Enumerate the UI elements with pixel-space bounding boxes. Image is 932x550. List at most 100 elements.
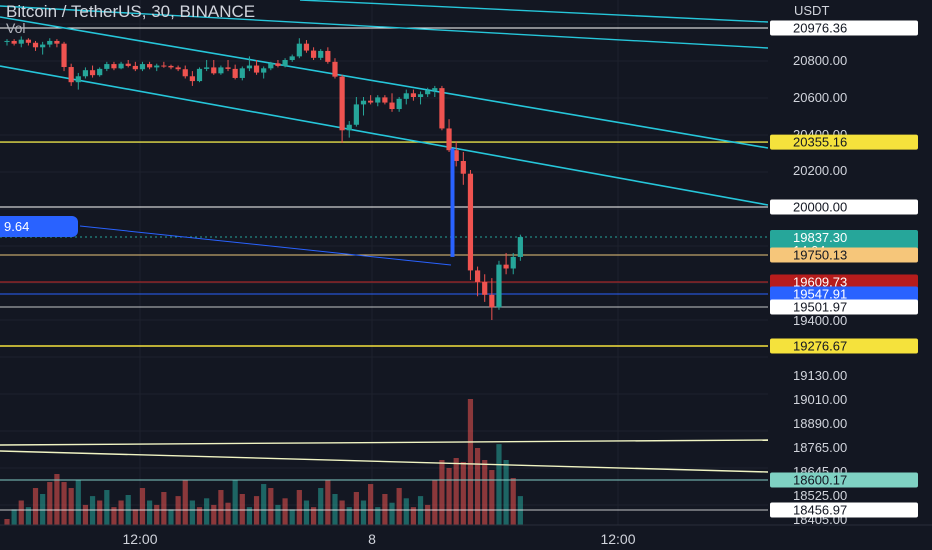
price-tick-label: 19130.00 (793, 368, 847, 383)
volume-bar (339, 500, 345, 525)
candle-body (496, 264, 502, 308)
trend-line (79, 225, 452, 266)
price-label-badge: 18600.17 (770, 472, 918, 488)
volume-bar (168, 509, 174, 525)
candle (246, 56, 253, 72)
candle (389, 93, 395, 112)
candle (111, 61, 117, 71)
volume-bar (368, 484, 374, 525)
price-label-badge: 19609.73 (770, 274, 918, 290)
candle-body (218, 67, 224, 74)
candle (68, 63, 74, 86)
candle (261, 66, 267, 79)
price-label-badges: 20976.3620355.1620000.0019837.3014:04197… (770, 20, 918, 518)
volume-bar (318, 488, 324, 525)
price-label-value: 20000.00 (793, 200, 847, 215)
volume-bar (161, 492, 167, 525)
volume-bar (410, 507, 417, 525)
price-label-value: 19750.13 (793, 248, 847, 263)
candle (161, 61, 167, 68)
candle (47, 38, 53, 48)
volume-bar (253, 496, 260, 525)
candle-body (410, 93, 417, 97)
candle-body (18, 39, 24, 44)
volume-bar (496, 444, 502, 525)
volume-bar (132, 509, 138, 525)
candle-body (310, 50, 317, 58)
volume-bar (282, 498, 288, 525)
candle-body (125, 63, 131, 66)
candle-body (132, 65, 138, 70)
trend-lines (0, 0, 769, 473)
chart-header: Bitcoin / TetherUS, 30, BINANCE Vol (6, 2, 255, 36)
candle (54, 39, 60, 48)
time-tick-label: 12:00 (600, 531, 635, 547)
candle-body (403, 93, 409, 99)
candle (510, 252, 516, 275)
volume-bar (75, 480, 81, 525)
volume-bar (104, 490, 110, 525)
candle (417, 91, 424, 105)
candle-body (196, 68, 203, 82)
price-label-value: 18456.97 (793, 503, 847, 518)
volume-bar (482, 460, 488, 525)
candle-body (182, 69, 188, 77)
candle-body (360, 100, 367, 105)
price-unit-label: USDT (794, 3, 830, 18)
volume-bar (18, 500, 24, 525)
candle-body (353, 104, 359, 125)
candle (61, 41, 67, 72)
price-label-bg (770, 199, 918, 215)
candle-body (147, 64, 153, 68)
candle-body (139, 64, 146, 70)
left-price-badge: 9.64 (0, 216, 78, 237)
candle-body (47, 40, 53, 45)
candle-body (474, 270, 481, 282)
candle (467, 170, 474, 281)
trend-line (0, 5, 769, 49)
candle-body (232, 68, 238, 78)
price-label-badge: 20976.36 (770, 20, 918, 36)
price-label-value: 18600.17 (793, 473, 847, 488)
candle-body (489, 294, 495, 308)
candle (503, 252, 509, 275)
candle (303, 40, 310, 53)
candle (125, 60, 131, 68)
volume-bar (239, 494, 245, 525)
candle (253, 60, 260, 75)
candle-body (368, 100, 374, 103)
volume-bar (82, 504, 89, 525)
volume-bar (261, 484, 267, 525)
candle (4, 39, 10, 46)
candle (474, 266, 481, 297)
candle-body (510, 256, 516, 269)
volume-bar (432, 480, 438, 525)
volume-bar (503, 460, 509, 525)
candle-body (25, 39, 31, 43)
price-label-badge: 19750.13 (770, 247, 918, 263)
volume-bar (403, 498, 409, 525)
price-tick-label: 20200.00 (793, 163, 847, 178)
volume-bar (246, 507, 253, 525)
candle (403, 89, 409, 105)
candle (75, 72, 81, 90)
candle-body (32, 42, 39, 48)
candle (225, 60, 231, 72)
volume-bar (332, 494, 338, 525)
volume-bar (382, 494, 388, 525)
price-tick-label: 20800.00 (793, 53, 847, 68)
candle (147, 61, 153, 70)
volume-bar (218, 490, 224, 525)
candle (97, 67, 103, 77)
candle (460, 152, 466, 185)
volume-bar (325, 480, 331, 525)
candle (439, 85, 445, 131)
volume-bar (97, 500, 103, 525)
candle (432, 85, 438, 97)
volume-bar (296, 490, 302, 525)
volume-bar (32, 488, 39, 525)
candle-body (204, 67, 210, 69)
volume-bar (425, 504, 431, 525)
volume-bar (154, 504, 160, 525)
